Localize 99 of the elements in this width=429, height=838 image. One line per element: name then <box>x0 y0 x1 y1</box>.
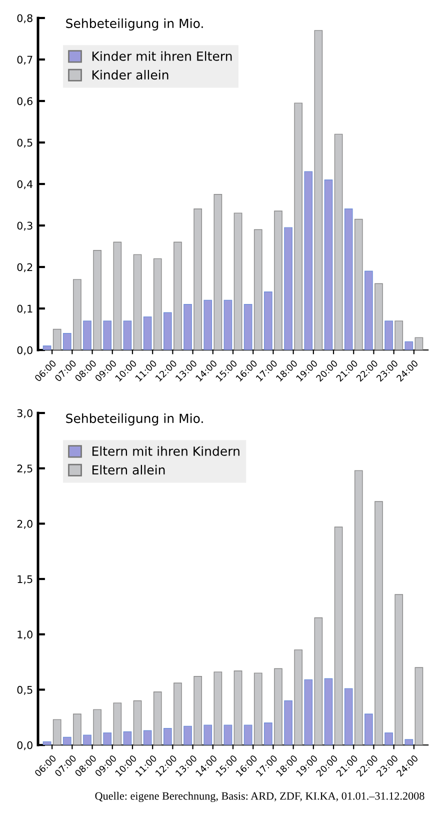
bar <box>103 732 112 745</box>
bar <box>384 732 393 745</box>
bar <box>83 320 92 350</box>
bar <box>73 714 82 745</box>
legend-label: Kinder mit ihren Eltern <box>92 51 232 61</box>
bar <box>254 672 262 745</box>
y-tick-label: 0,0 <box>17 346 32 356</box>
bar <box>324 678 333 745</box>
bar <box>354 470 363 745</box>
bar <box>123 731 132 745</box>
y-tick-label: 2,5 <box>17 464 32 474</box>
bar <box>334 134 343 350</box>
y-tick-label: 0,5 <box>17 686 32 695</box>
bar <box>174 242 182 350</box>
bar <box>364 270 373 350</box>
bar <box>83 734 92 745</box>
bar <box>123 320 132 350</box>
bar <box>42 346 52 350</box>
bar <box>204 724 212 745</box>
y-tick-label: 0,1 <box>17 304 32 314</box>
bar <box>414 337 424 350</box>
bar <box>404 341 414 350</box>
bar <box>294 102 303 350</box>
bar <box>304 171 313 350</box>
bar <box>184 304 192 350</box>
bar <box>314 30 323 350</box>
bar <box>62 736 72 745</box>
bar <box>394 320 404 350</box>
y-tick-label: 0,0 <box>17 741 32 750</box>
bar <box>163 728 172 745</box>
y-tick-label: 1,0 <box>18 630 32 640</box>
bar <box>214 194 222 350</box>
bar <box>153 692 162 745</box>
bar <box>153 258 162 350</box>
bar <box>274 210 282 350</box>
bar <box>204 300 212 350</box>
bar <box>234 212 242 350</box>
bar <box>133 254 142 350</box>
bar <box>224 724 232 745</box>
source-note: Quelle: eigene Berechnung, Basis: ARD, ZDF, KI.KA, 01.01.–31.12.2008 <box>95 792 424 802</box>
bar <box>374 283 383 350</box>
bar <box>324 180 333 350</box>
bar <box>113 242 122 350</box>
bar <box>52 719 62 745</box>
bar <box>284 700 292 745</box>
bar <box>414 667 424 745</box>
bar <box>52 328 62 350</box>
chart-title: Sehbeteiligung in Mio. <box>66 413 203 426</box>
bar <box>62 333 72 350</box>
bar <box>194 208 202 350</box>
bar <box>194 676 202 745</box>
bar <box>163 312 172 350</box>
bar <box>284 227 292 350</box>
bar <box>274 668 282 745</box>
bar <box>224 300 232 350</box>
legend-label: Eltern mit ihren Kindern <box>92 446 240 456</box>
y-tick-label: 0,6 <box>17 97 32 106</box>
y-tick-label: 0,4 <box>17 180 33 190</box>
bar <box>394 594 404 745</box>
y-tick-label: 2,0 <box>17 520 32 529</box>
bar <box>244 724 252 745</box>
bar <box>214 672 222 745</box>
bar <box>133 700 142 745</box>
y-tick-label: 0,8 <box>17 14 32 24</box>
bar <box>93 250 102 350</box>
bar <box>143 730 152 745</box>
bar <box>344 208 353 350</box>
bar <box>103 320 112 350</box>
bar <box>143 316 152 350</box>
legend-label: Kinder allein <box>92 70 168 80</box>
bar <box>113 702 122 745</box>
bar <box>93 709 102 745</box>
bar <box>73 279 82 350</box>
bar <box>234 670 242 745</box>
bar <box>334 526 343 745</box>
bar <box>364 714 373 745</box>
y-tick-label: 3,0 <box>17 409 32 418</box>
y-tick-label: 0,7 <box>17 56 32 65</box>
chart-title: Sehbeteiligung in Mio. <box>66 18 203 31</box>
bar <box>344 688 353 745</box>
bar <box>304 679 313 745</box>
bar <box>254 229 262 350</box>
bar <box>314 617 323 745</box>
bar <box>174 682 182 745</box>
bar <box>294 649 303 745</box>
y-tick-label: 1,5 <box>18 575 32 584</box>
bar <box>404 739 414 745</box>
bar <box>354 218 363 350</box>
bar <box>384 320 393 350</box>
bar <box>184 726 192 745</box>
bar <box>264 722 272 745</box>
y-tick-label: 0,2 <box>17 263 32 272</box>
y-tick-label: 0,5 <box>17 138 32 148</box>
bar <box>244 304 252 350</box>
bar <box>264 292 272 350</box>
y-tick-label: 0,3 <box>17 222 32 231</box>
legend-label: Eltern allein <box>92 464 165 475</box>
bar <box>374 501 383 745</box>
bar <box>42 741 52 745</box>
